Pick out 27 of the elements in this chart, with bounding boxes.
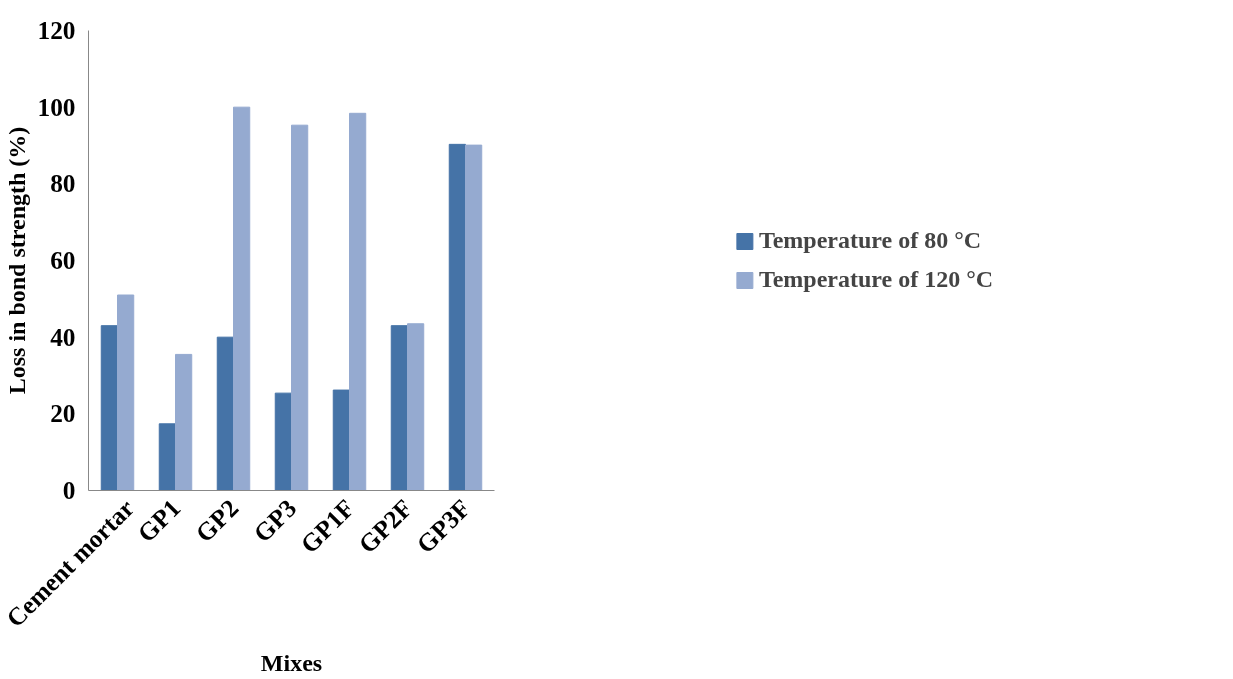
bar: [448, 143, 466, 491]
bar: [117, 294, 135, 491]
bar: [175, 353, 193, 491]
legend-label: Temperature of 80 °C: [758, 227, 982, 254]
y-tick-label: 0: [62, 476, 76, 504]
y-tick-label: 80: [50, 169, 76, 198]
y-tick-label: 60: [50, 246, 76, 274]
y-tick-label: 40: [50, 322, 76, 351]
y-tick-label: 20: [50, 399, 76, 428]
bar: [465, 144, 483, 491]
x-tick-label: GP3: [247, 493, 302, 548]
bar: [390, 325, 408, 491]
bar: [291, 124, 309, 491]
bar: [216, 336, 234, 491]
x-tick-label: GP2: [189, 493, 244, 548]
bar: [332, 389, 350, 491]
x-axis-title: Mixes: [260, 650, 323, 677]
bar: [100, 325, 118, 491]
legend-label: Temperature of 120 °C: [758, 266, 994, 293]
y-tick-label: 100: [37, 92, 76, 121]
bar: [407, 323, 425, 491]
bar: [349, 112, 367, 491]
bar: [158, 423, 176, 491]
bar: [274, 392, 292, 491]
bar: [233, 106, 251, 491]
y-axis-title: Loss in bond strength (%): [3, 126, 30, 395]
y-tick-label: 120: [37, 16, 76, 44]
